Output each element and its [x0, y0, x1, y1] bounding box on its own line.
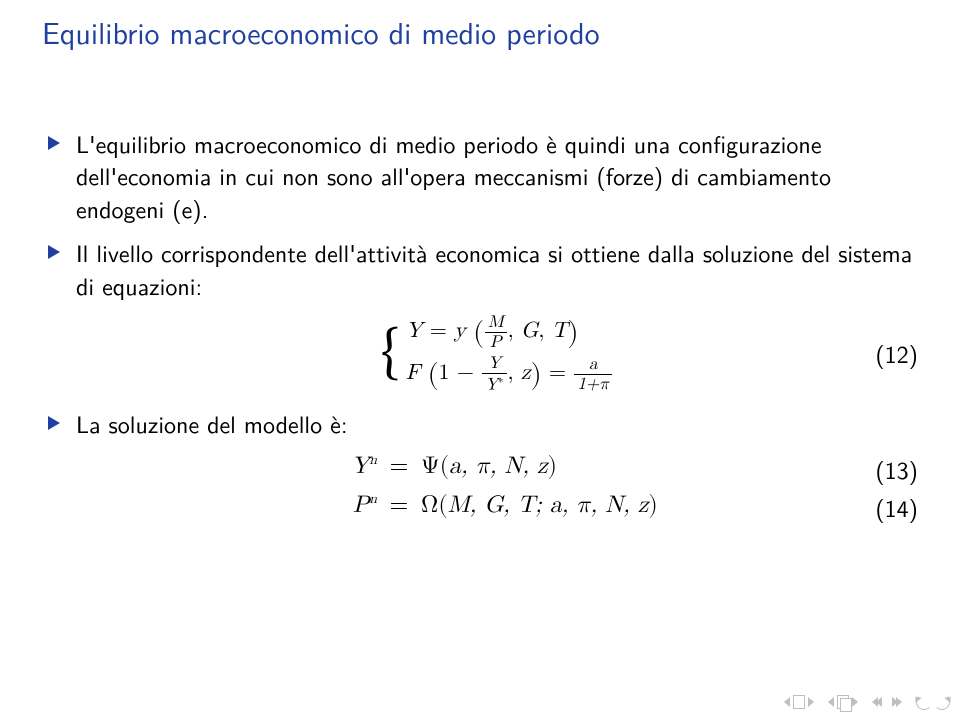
section-icon[interactable]	[837, 695, 849, 709]
case2-inner-num: Y	[482, 355, 506, 374]
prev-section-icon[interactable]	[828, 697, 834, 707]
bullet-item: Il livello corrispondente dell'attività …	[42, 237, 918, 396]
solution-eq-row: Yn = Ψ(a, π, N, z)	[313, 450, 681, 482]
bullet-item: L'equilibrio macroeconomico di medio per…	[42, 128, 918, 225]
bullet-list: L'equilibrio macroeconomico di medio per…	[42, 128, 918, 521]
case2-arg2: z	[521, 362, 531, 384]
eq14-lhs-base: P	[353, 493, 369, 517]
case1-arg2: G	[521, 320, 538, 342]
case1-lhs: Y	[406, 320, 423, 342]
case2-func: F	[406, 362, 420, 384]
equation-number: (12)	[875, 338, 918, 370]
bullet-text: Il livello corrispondente dell'attività …	[76, 235, 912, 302]
eq14-rhs-func: Ω	[421, 493, 438, 517]
case-2: F (1 − YY∗, z) = a1+π	[406, 354, 613, 396]
equation-number: (14)	[875, 492, 918, 524]
case2-rhs-den: 1+π	[574, 375, 612, 393]
equation-system: { Y = y (MP, G, T) F (1	[76, 312, 918, 396]
case2-inner-den: Y	[485, 377, 498, 394]
first-icon-2[interactable]	[876, 697, 882, 707]
prev-slide-icon[interactable]	[784, 697, 790, 707]
solution-eq-row: Pn = Ω(M, G, T; a, π, N, z)	[313, 489, 681, 521]
eq13-equals: =	[377, 450, 421, 482]
bullet-marker-icon	[48, 136, 60, 150]
eq14-rhs-args: M, G, T; a, π, N, z	[448, 493, 649, 517]
bullet-marker-icon	[48, 416, 60, 430]
nav-undo-group	[916, 694, 950, 710]
beamer-nav-bar	[784, 694, 950, 710]
last-icon-2[interactable]	[896, 697, 902, 707]
bullet-text: L'equilibrio macroeconomico di medio per…	[76, 126, 831, 226]
case1-frac-num: M	[485, 314, 507, 333]
next-slide-icon[interactable]	[808, 697, 814, 707]
case2-rhs-num: a	[574, 356, 612, 375]
slide: Equilibrio macroeconomico di medio perio…	[0, 0, 960, 718]
eq13-lhs-base: Y	[351, 454, 369, 478]
eq13-rhs-args: a, π, N, z	[449, 454, 548, 478]
solution-equations: Yn = Ψ(a, π, N, z) Pn =	[313, 450, 681, 521]
redo-icon[interactable]	[934, 694, 950, 710]
case2-star: ∗	[498, 375, 504, 386]
case-1: Y = y (MP, G, T)	[406, 312, 613, 354]
case1-arg3: T	[552, 320, 568, 342]
left-brace-icon: {	[381, 325, 400, 383]
nav-slide-group	[784, 695, 814, 709]
eq14-equals: =	[377, 489, 421, 521]
bullet-text: La soluzione del modello è:	[76, 406, 348, 441]
next-section-icon[interactable]	[852, 697, 858, 707]
nav-doc-group	[872, 697, 902, 707]
case1-frac-den: P	[485, 333, 507, 351]
eq13-rhs-func: Ψ	[421, 454, 440, 478]
eq14-lhs-sup: n	[369, 492, 377, 506]
undo-icon[interactable]	[916, 694, 932, 710]
slide-title: Equilibrio macroeconomico di medio perio…	[42, 14, 918, 50]
eq13-lhs-sup: n	[369, 453, 377, 467]
slide-body: L'equilibrio macroeconomico di medio per…	[42, 128, 918, 521]
case1-func: y	[454, 320, 466, 342]
bullet-marker-icon	[48, 245, 60, 259]
slide-icon[interactable]	[793, 695, 805, 709]
bullet-item: La soluzione del modello è: Yn = Ψ(a, π,…	[42, 408, 918, 521]
equation-system-body: { Y = y (MP, G, T) F (1	[381, 312, 613, 396]
nav-section-group	[828, 695, 858, 709]
equation-number: (13)	[875, 454, 918, 486]
